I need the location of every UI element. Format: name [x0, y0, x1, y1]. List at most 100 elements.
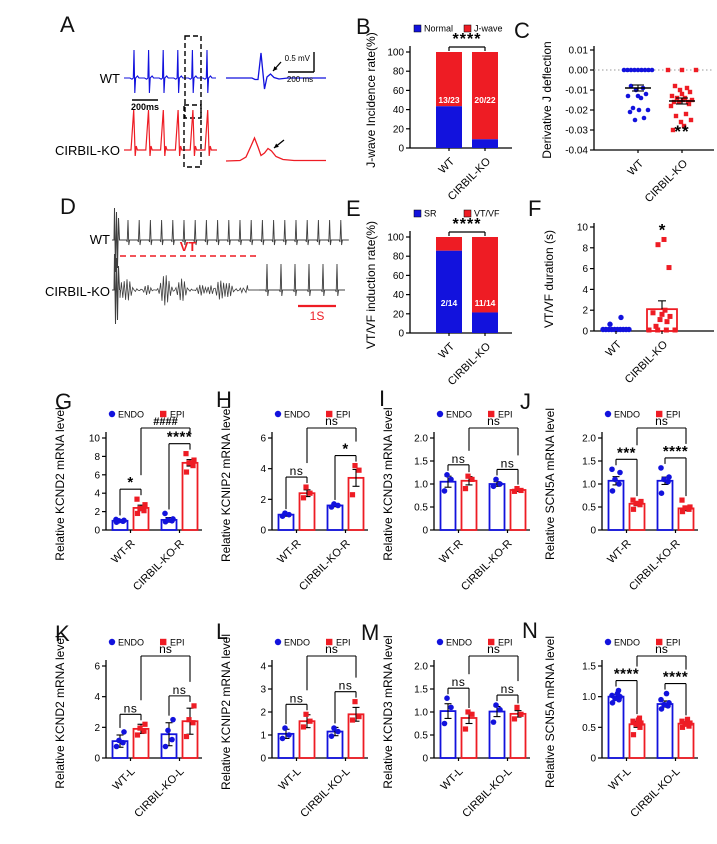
data-point [693, 67, 699, 73]
y-tick-label: 0 [260, 526, 266, 537]
sig-label: ns [452, 452, 466, 466]
data-point [625, 67, 630, 73]
y-tick-label: 2.0 [582, 434, 596, 445]
y-tick-label: 100 [387, 233, 404, 244]
data-point [630, 732, 637, 738]
y-tick-label: 4 [94, 489, 100, 500]
data-point [661, 476, 667, 483]
y-tick-label: 0 [398, 144, 404, 155]
data-point [663, 690, 670, 697]
panel-k-kcnd2-l-chart: 0 2 4 6 Relative KCND2 mRNA level ENDO EPI WT-L… [53, 635, 202, 820]
data-point [469, 476, 475, 482]
x-tick-label: WT [437, 340, 458, 361]
x-tick-label: CIRBIL-KO-R [131, 538, 187, 594]
data-point [658, 706, 665, 712]
data-point [300, 495, 307, 501]
data-point [687, 720, 693, 726]
y-tick-label: 1.0 [414, 708, 428, 719]
data-point [186, 717, 192, 723]
x-tick-label: WT-R [605, 538, 633, 566]
data-point [642, 67, 648, 73]
legend-epi-label: EPI [666, 410, 681, 420]
legend-epi-label: EPI [498, 410, 513, 420]
data-point [169, 736, 175, 743]
data-point [635, 67, 641, 73]
y-tick-label: 0 [94, 526, 100, 537]
y-tick-label: 0.5 [582, 503, 596, 514]
x-tick-label: CIRBIL-KO [643, 157, 691, 205]
data-point [121, 729, 127, 735]
y-tick-label: 0 [582, 327, 588, 338]
sig-label: ns [501, 682, 515, 696]
data-point [646, 67, 651, 73]
data-point [658, 465, 664, 471]
y-tick-label: 1.5 [414, 457, 428, 468]
sig-label: ** [674, 122, 689, 141]
legend-endo-label: ENDO [118, 410, 144, 420]
bar [488, 710, 506, 759]
legend-endo-marker [108, 638, 116, 646]
legend-epi-marker [326, 638, 333, 646]
data-point [493, 476, 499, 483]
y-tick-label: 2 [260, 708, 266, 719]
x-tick-label: WT [604, 338, 625, 359]
stim-artifact [112, 253, 120, 325]
sig-label: * [659, 220, 666, 239]
legend-epi-label: EPI [336, 638, 351, 648]
y-tick-label: 1.5 [582, 457, 596, 468]
legend-marker [463, 24, 472, 33]
bar-segment-bottom [472, 139, 498, 148]
y-axis-label: J-wave Incidence rate(%) [364, 32, 378, 167]
data-point [621, 67, 627, 73]
y-tick-label: 1.5 [582, 662, 596, 673]
panel-f-vtvf-duration-chart: 0 2 4 6 8 10 VT/VF duration (s) WT * CIRBIL-KO [542, 220, 714, 386]
data-point [650, 310, 656, 316]
data-point [441, 720, 448, 727]
bar [488, 483, 506, 531]
data-point [666, 700, 672, 706]
legend-endo-marker [436, 638, 444, 646]
y-tick-label: 1.0 [414, 480, 428, 491]
data-point [352, 463, 358, 469]
bar [656, 479, 674, 531]
legend-endo-label: ENDO [118, 638, 144, 648]
y-tick-label: 6 [582, 264, 588, 275]
legend-endo-marker [274, 410, 282, 418]
data-point [300, 724, 307, 730]
data-point [677, 87, 683, 93]
y-axis-label: Relative KCND3 mRNA level [381, 635, 395, 788]
y-axis-label: Derivative J deflection [540, 41, 554, 158]
data-point [679, 724, 686, 730]
sig-label: ns [290, 464, 304, 478]
panel-letter-j: J [520, 389, 531, 414]
panel-n-scn5a-l-chart: 0 0.5 1.0 1.5 Relative SCN5A mRNA level ENDO E… [543, 636, 698, 820]
data-point [191, 703, 197, 709]
data-point [609, 700, 616, 706]
y-tick-label: 80 [393, 252, 405, 263]
y-axis-label: VT/VF induction rate(%) [364, 221, 378, 349]
x-tick-label: WT-L [111, 766, 138, 793]
legend-epi-marker [326, 410, 333, 418]
y-tick-label: 10 [577, 223, 589, 234]
bar-count-label: 2/14 [441, 298, 458, 308]
panel-letter-l: L [216, 619, 229, 644]
sig-label: #### [153, 416, 177, 428]
legend-epi-marker [488, 410, 495, 418]
data-point [628, 67, 634, 73]
sig-label: ns [487, 414, 500, 428]
ko-recovery-trace [259, 263, 345, 297]
data-point [645, 107, 651, 113]
y-tick-label: 4 [260, 464, 266, 475]
stim-artifact [112, 207, 121, 273]
data-point [649, 67, 655, 73]
x-tick-label: CIRBIL-KO-R [459, 538, 515, 594]
legend-epi-label: EPI [666, 638, 681, 648]
y-tick-label: 4 [94, 692, 100, 703]
data-point [672, 83, 678, 89]
data-point [637, 724, 643, 730]
data-point [655, 242, 661, 248]
data-point [141, 508, 147, 514]
data-point [356, 467, 362, 473]
data-point [689, 97, 695, 103]
